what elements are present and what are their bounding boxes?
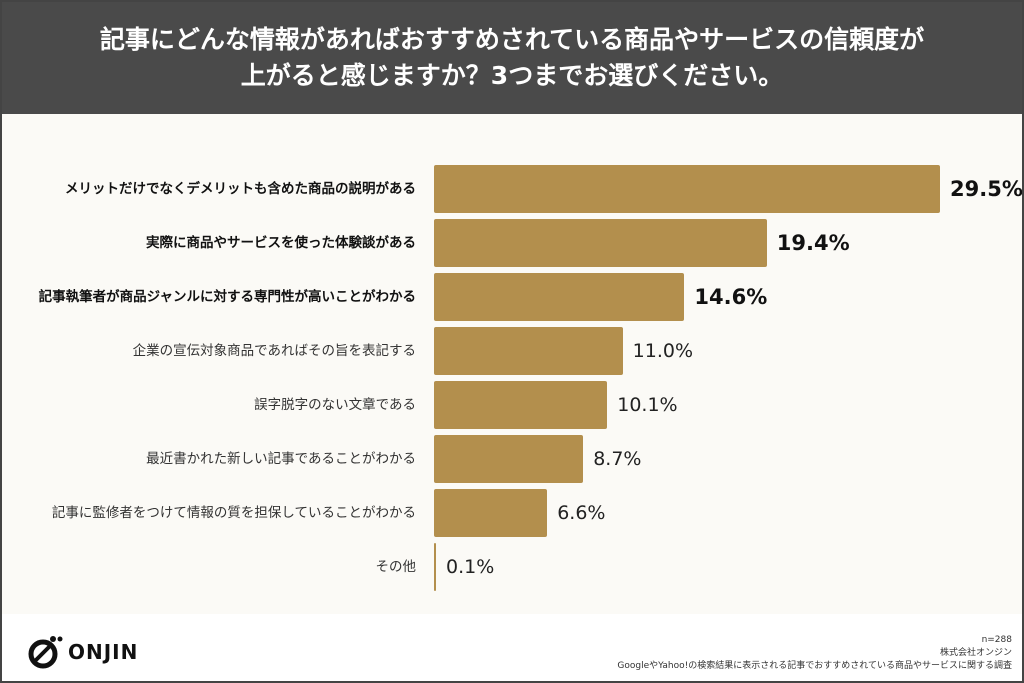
company-name: 株式会社オンジン (939, 648, 1012, 658)
chart-title-line2: 上がると感じますか？3つまでお選びください。 (240, 61, 784, 90)
category-label: 記事執筆者が商品ジャンルに対する専門性が高いことがわかる (38, 289, 416, 305)
chart-title-line1: 記事にどんな情報があればおすすめされている商品やサービスの信頼度が (99, 25, 925, 54)
category-label: 実際に商品やサービスを使った体験談がある (146, 235, 416, 251)
bar (434, 273, 685, 321)
value-label: 14.6% (694, 285, 768, 309)
bar (434, 381, 608, 429)
bar (434, 327, 623, 375)
chart-title-banner: 記事にどんな情報があればおすすめされている商品やサービスの信頼度が 上がると感じ… (2, 2, 1022, 114)
category-label: 記事に監修者をつけて情報の質を担保していることがわかる (51, 505, 416, 521)
plot-area: メリットだけでなくデメリットも含めた商品の説明がある 29.5% 実際に商品やサービ… (2, 114, 1022, 614)
sample-size: n=288 (981, 635, 1012, 645)
value-label: 0.1% (446, 556, 495, 578)
logo-text: ONJIN (68, 640, 139, 664)
category-label: その他 (375, 559, 417, 575)
category-label: 最近書かれた新しい記事であることがわかる (146, 451, 416, 467)
logo-mark-icon (28, 636, 63, 669)
footnotes: n=288 株式会社オンジン GoogleやYahoo!の検索結果に表示される記… (617, 634, 1012, 673)
bar (434, 165, 940, 213)
value-label: 11.0% (632, 340, 694, 362)
survey-name: GoogleやYahoo!の検索結果に表示される記事でおすすめされている商品やサ… (617, 661, 1012, 671)
onjin-logo: ONJIN (28, 634, 138, 670)
bar (434, 489, 548, 537)
bar (434, 543, 436, 591)
value-label: 29.5% (950, 177, 1023, 201)
value-label: 8.7% (593, 448, 642, 470)
value-label: 19.4% (776, 231, 850, 255)
bar (434, 435, 584, 483)
category-label: 誤字脱字のない文章である (254, 397, 416, 413)
value-label: 10.1% (617, 394, 678, 416)
category-label: メリットだけでなくデメリットも含めた商品の説明がある (65, 181, 416, 197)
value-label: 6.6% (557, 502, 606, 524)
bar (434, 219, 767, 267)
category-label: 企業の宣伝対象商品であればその旨を表記する (132, 343, 416, 359)
